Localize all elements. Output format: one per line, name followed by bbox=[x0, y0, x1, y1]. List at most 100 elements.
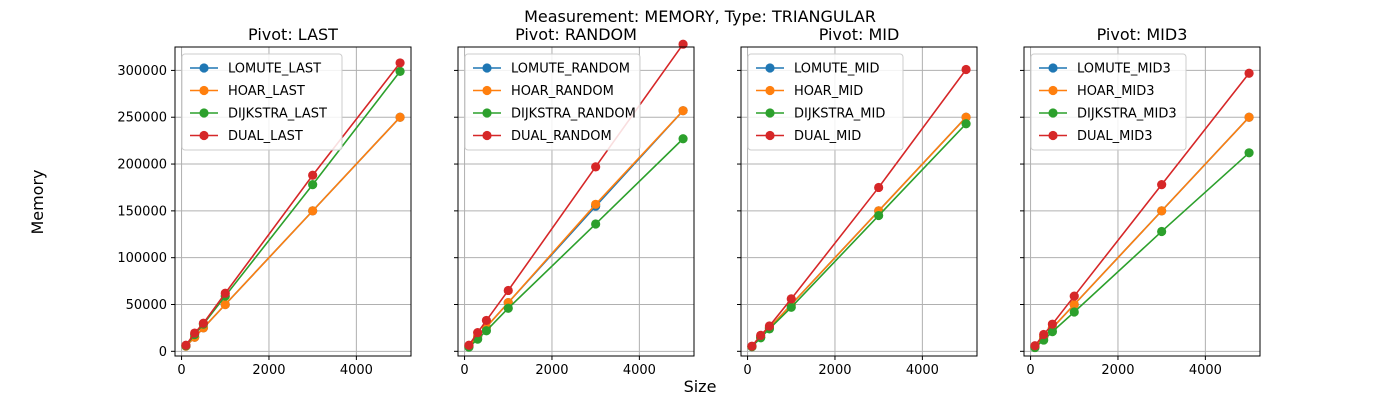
data-point bbox=[961, 112, 971, 122]
legend-box bbox=[464, 53, 641, 151]
y-tick-label: 50000 bbox=[126, 298, 167, 313]
data-point bbox=[308, 170, 318, 180]
figure-ylabel: Memory bbox=[28, 169, 47, 234]
legend-label: DIJKSTRA_LAST bbox=[228, 107, 327, 122]
data-point bbox=[874, 182, 884, 193]
plot-frame bbox=[174, 46, 412, 357]
legend: LOMUTE_RANDOM HOAR_RANDOM DIJKSTRA_RANDOM D… bbox=[464, 53, 641, 151]
data-point bbox=[874, 210, 884, 221]
y-tick-label: 200000 bbox=[117, 158, 167, 173]
legend-label: DIJKSTRA_RANDOM bbox=[511, 107, 636, 122]
legend-label: LOMUTE_MID bbox=[794, 62, 879, 77]
data-point bbox=[678, 106, 688, 116]
legend: LOMUTE_LAST HOAR_LAST DIJKSTRA_LAST DUAL_LA… bbox=[181, 53, 343, 151]
data-point bbox=[220, 299, 230, 310]
series-dual bbox=[747, 64, 971, 351]
legend-marker bbox=[482, 108, 492, 118]
data-point bbox=[395, 112, 405, 122]
subplot-title: Pivot: MID3 bbox=[1097, 25, 1188, 44]
x-tick-label: 2000 bbox=[818, 363, 851, 378]
legend-marker bbox=[199, 85, 209, 96]
legend: LOMUTE_MID3 HOAR_MID3 DIJKSTRA_MID3 DUAL_MI… bbox=[1030, 53, 1187, 151]
plot-frame bbox=[1023, 46, 1261, 357]
subplot-title: Pivot: MID bbox=[819, 25, 900, 44]
data-point bbox=[1244, 68, 1254, 78]
subplots: Pivot: LAST 0 2000 4000 0 50000 100000 150000 20… bbox=[117, 25, 1261, 378]
data-point bbox=[181, 340, 191, 350]
legend-label: HOAR_MID bbox=[794, 84, 863, 99]
data-point bbox=[591, 199, 601, 209]
x-tick-label: 4000 bbox=[906, 363, 939, 378]
x-tick-label: 0 bbox=[1026, 363, 1034, 378]
legend-label: HOAR_MID3 bbox=[1077, 84, 1155, 99]
data-point bbox=[1069, 291, 1079, 301]
legend-entry: HOAR_MID3 bbox=[1039, 84, 1155, 99]
x-tick-label: 4000 bbox=[340, 363, 373, 378]
legend-entry: DIJKSTRA_LAST bbox=[190, 107, 327, 122]
legend-marker bbox=[765, 85, 775, 96]
legend-marker bbox=[1048, 130, 1058, 141]
data-point bbox=[308, 180, 318, 190]
legend-box bbox=[1030, 53, 1187, 151]
subplot-1: Pivot: LAST 0 2000 4000 0 50000 100000 150000 20… bbox=[117, 25, 412, 378]
data-point bbox=[1039, 329, 1049, 340]
data-point bbox=[198, 318, 209, 328]
x-tick-label: 0 bbox=[743, 363, 751, 378]
legend-marker bbox=[1048, 85, 1058, 96]
x-tick-label: 4000 bbox=[1189, 363, 1222, 378]
data-point bbox=[591, 162, 601, 172]
data-point bbox=[503, 303, 513, 313]
data-point bbox=[678, 134, 688, 144]
legend-entry: DUAL_MID3 bbox=[1039, 129, 1153, 144]
legend-label: LOMUTE_MID3 bbox=[1077, 62, 1171, 77]
data-point bbox=[1069, 307, 1079, 317]
x-tick-label: 0 bbox=[460, 363, 468, 378]
legend-label: DIJKSTRA_MID3 bbox=[1077, 107, 1177, 122]
legend-marker bbox=[1048, 108, 1058, 118]
plot-frame bbox=[740, 46, 978, 357]
x-tick-label: 4000 bbox=[623, 363, 656, 378]
legend-entry: LOMUTE_MID3 bbox=[1039, 62, 1171, 77]
data-point bbox=[1157, 180, 1167, 190]
legend: LOMUTE_MID HOAR_MID DIJKSTRA_MID DUAL_MID bbox=[747, 53, 904, 151]
data-point bbox=[190, 328, 200, 338]
data-point bbox=[464, 340, 474, 350]
data-point bbox=[1047, 327, 1058, 337]
subplot-title: Pivot: LAST bbox=[248, 25, 338, 44]
x-tick-label: 2000 bbox=[535, 363, 568, 378]
subplot-title: Pivot: RANDOM bbox=[515, 25, 637, 44]
figure-xlabel: Size bbox=[684, 377, 717, 396]
legend-entry: DIJKSTRA_MID bbox=[756, 107, 885, 122]
data-point bbox=[756, 330, 766, 340]
plot-frame bbox=[457, 46, 695, 357]
legend-label: DIJKSTRA_MID bbox=[794, 107, 885, 122]
y-tick-label: 100000 bbox=[117, 251, 167, 266]
legend-entry: LOMUTE_LAST bbox=[190, 62, 321, 77]
legend-label: DUAL_MID3 bbox=[1077, 129, 1153, 144]
legend-box bbox=[747, 53, 904, 151]
data-point bbox=[1069, 299, 1079, 310]
legend-label: LOMUTE_LAST bbox=[228, 62, 321, 77]
legend-label: LOMUTE_RANDOM bbox=[511, 62, 630, 77]
series-dual bbox=[181, 58, 405, 350]
data-point bbox=[786, 294, 796, 304]
data-point bbox=[481, 326, 492, 336]
legend-marker bbox=[482, 63, 492, 73]
legend-marker bbox=[765, 108, 775, 118]
subplot-4: Pivot: MID3 0 2000 4000 LOMUTE_MID3 HOAR_MID3… bbox=[1020, 25, 1261, 378]
data-point bbox=[961, 64, 971, 75]
legend-marker bbox=[765, 130, 775, 141]
series-dual bbox=[1030, 68, 1254, 351]
data-point bbox=[1244, 112, 1254, 122]
data-point bbox=[395, 66, 405, 76]
data-point bbox=[1244, 148, 1254, 158]
x-tick-label: 2000 bbox=[252, 363, 285, 378]
subplot-2: Pivot: RANDOM 0 2000 4000 LOMUTE_RANDOM HOAR_… bbox=[454, 25, 695, 378]
legend-entry: DUAL_RANDOM bbox=[473, 129, 612, 144]
data-point bbox=[1157, 226, 1167, 237]
data-point bbox=[961, 119, 971, 129]
data-point bbox=[1157, 206, 1167, 216]
legend-entry: HOAR_MID bbox=[756, 84, 863, 99]
legend-marker bbox=[482, 130, 492, 141]
